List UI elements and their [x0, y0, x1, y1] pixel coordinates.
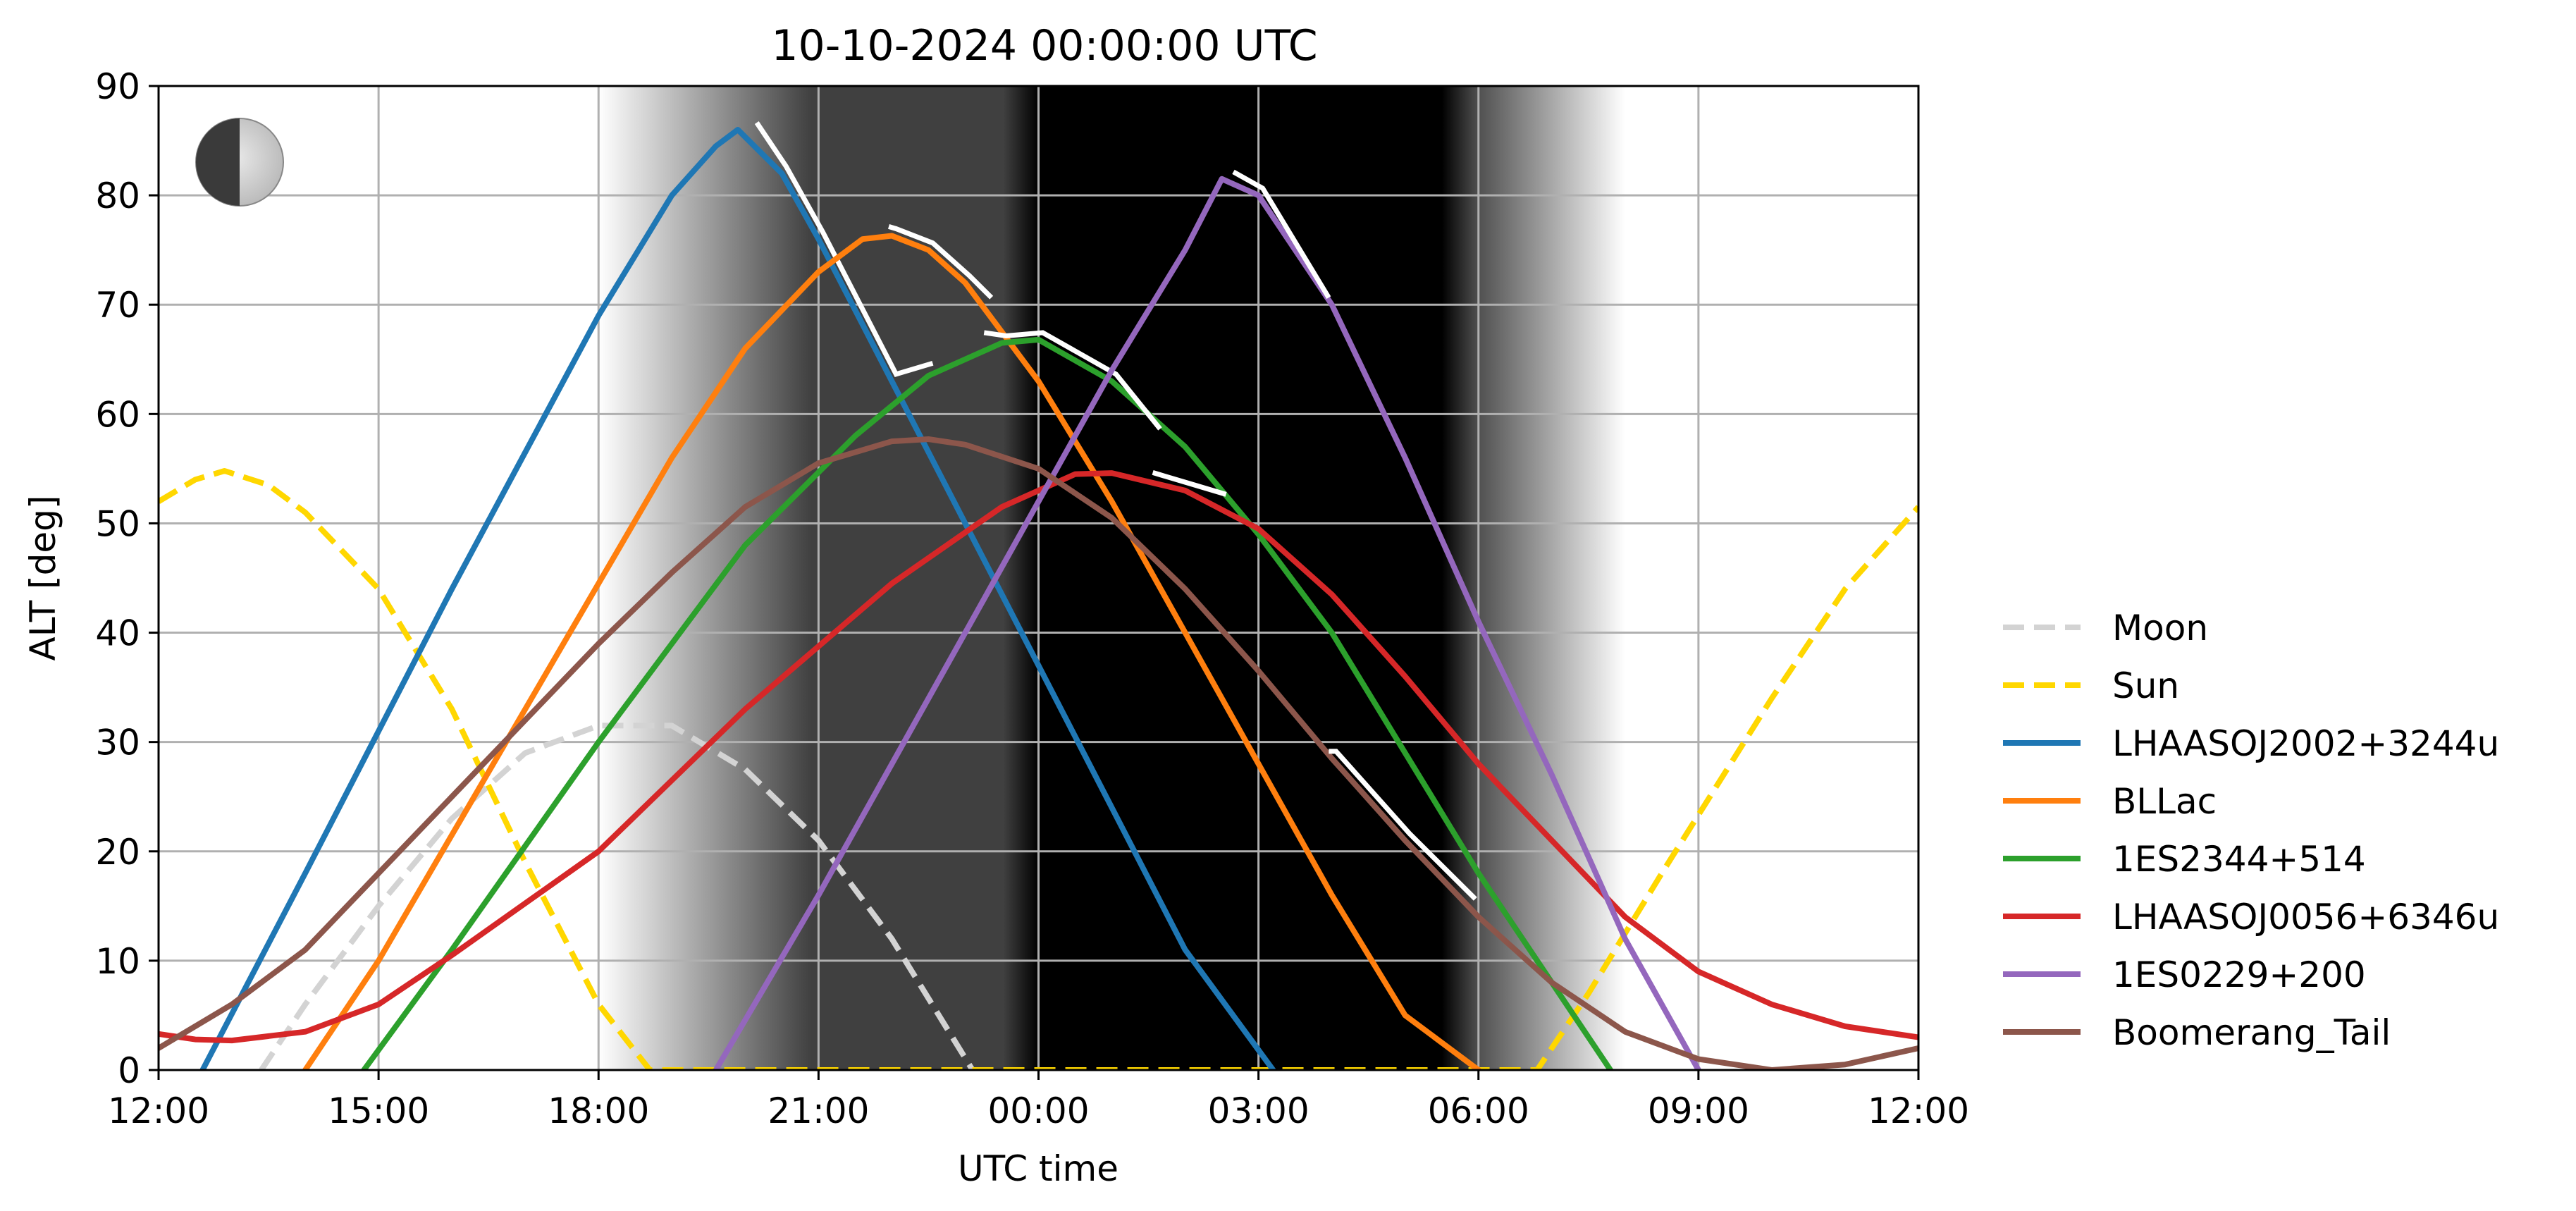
- legend-label: LHAASOJ2002+3244u: [2112, 723, 2499, 764]
- observation-window-highlight: [983, 330, 1162, 431]
- series-line-lhaasoj2002-3244u: [199, 127, 1276, 1070]
- observation-window-highlight: [1329, 749, 1477, 901]
- legend-label: 1ES0229+200: [2112, 954, 2366, 995]
- legend-label: Boomerang_Tail: [2112, 1012, 2391, 1053]
- y-tick-label: 60: [95, 394, 140, 435]
- y-tick-label: 70: [95, 285, 140, 326]
- series-lines: [159, 121, 1918, 1070]
- series-line-bllac: [302, 233, 1481, 1070]
- y-tick-label: 40: [95, 613, 140, 654]
- y-axis-ticks: 0 10 20 30 40 50 60 70 80 90: [95, 66, 159, 1091]
- y-tick-label: 90: [95, 66, 140, 107]
- y-tick-label: 10: [95, 941, 140, 982]
- x-tick-label: 12:00: [1868, 1090, 1969, 1131]
- legend-label: Moon: [2112, 608, 2208, 648]
- legend-label: 1ES2344+514: [2112, 839, 2366, 880]
- y-tick-label: 50: [95, 503, 140, 544]
- x-axis-label: UTC time: [958, 1148, 1118, 1189]
- y-tick-label: 20: [95, 832, 140, 873]
- x-tick-label: 15:00: [328, 1090, 429, 1131]
- x-tick-label: 09:00: [1648, 1090, 1749, 1131]
- legend-label: Sun: [2112, 665, 2179, 706]
- observation-window-highlight: [1232, 169, 1331, 300]
- half-moon-icon: [195, 118, 284, 207]
- x-tick-label: 00:00: [987, 1090, 1089, 1131]
- y-tick-label: 0: [118, 1050, 140, 1091]
- y-tick-label: 80: [95, 176, 140, 216]
- legend-label: LHAASOJ0056+6346u: [2112, 897, 2499, 938]
- x-tick-label: 03:00: [1208, 1090, 1309, 1131]
- observation-window-highlight: [888, 224, 994, 300]
- x-tick-label: 12:00: [108, 1090, 209, 1131]
- series-line-moon: [259, 723, 975, 1070]
- y-tick-label: 30: [95, 723, 140, 763]
- y-axis-label: ALT [deg]: [23, 496, 63, 661]
- series-line-boomerang-tail: [159, 436, 1918, 1070]
- x-axis-ticks: 12:00 15:00 18:00 21:00 00:00 03:00 06:00 09:00…: [108, 1070, 1969, 1131]
- grid-lines: [159, 86, 1918, 1070]
- x-tick-label: 21:00: [768, 1090, 869, 1131]
- legend-label: BLLac: [2112, 781, 2217, 822]
- series-line-1es2344-514: [361, 336, 1613, 1070]
- chart-title: 10-10-2024 00:00:00 UTC: [771, 21, 1317, 70]
- x-tick-label: 06:00: [1428, 1090, 1529, 1131]
- observation-window-highlight: [754, 121, 934, 377]
- observation-window-highlight: [1152, 470, 1227, 497]
- series-line-lhaasoj0056-6346u: [159, 470, 1918, 1044]
- x-tick-label: 18:00: [548, 1090, 649, 1131]
- series-line-1es0229-200: [713, 176, 1701, 1070]
- legend: Moon Sun LHAASOJ2002+3244u BLLac 1ES2344+514…: [2003, 608, 2499, 1053]
- series-line-sun: [159, 468, 1918, 1070]
